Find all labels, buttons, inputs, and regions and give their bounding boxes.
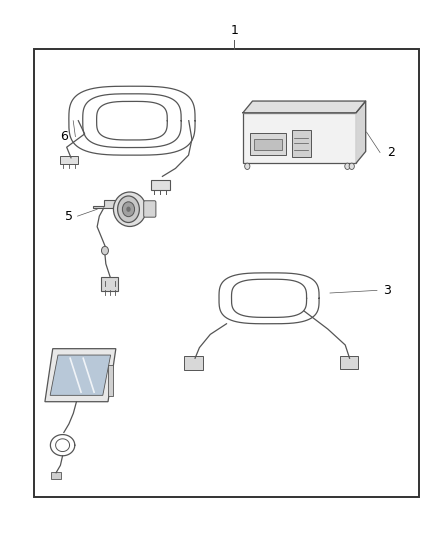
FancyBboxPatch shape bbox=[151, 180, 170, 190]
Polygon shape bbox=[93, 200, 121, 216]
Circle shape bbox=[117, 196, 139, 222]
Ellipse shape bbox=[113, 192, 146, 227]
Text: 2: 2 bbox=[387, 146, 395, 159]
FancyBboxPatch shape bbox=[51, 472, 61, 479]
Circle shape bbox=[126, 207, 131, 212]
Circle shape bbox=[245, 163, 250, 169]
FancyBboxPatch shape bbox=[102, 277, 118, 292]
Circle shape bbox=[349, 163, 354, 169]
FancyBboxPatch shape bbox=[184, 356, 203, 370]
Bar bbox=[243, 113, 356, 163]
FancyBboxPatch shape bbox=[251, 133, 286, 155]
Polygon shape bbox=[45, 349, 116, 402]
FancyBboxPatch shape bbox=[292, 130, 311, 157]
Text: 1: 1 bbox=[230, 24, 238, 37]
Circle shape bbox=[345, 163, 350, 169]
Bar bbox=[108, 365, 113, 397]
Text: 6: 6 bbox=[60, 130, 68, 143]
FancyBboxPatch shape bbox=[340, 356, 358, 369]
Text: 3: 3 bbox=[383, 284, 391, 297]
Bar bbox=[254, 139, 282, 150]
Text: 5: 5 bbox=[65, 209, 73, 223]
FancyBboxPatch shape bbox=[144, 201, 156, 217]
Circle shape bbox=[102, 246, 109, 255]
FancyBboxPatch shape bbox=[60, 156, 78, 164]
Polygon shape bbox=[243, 101, 366, 113]
Polygon shape bbox=[356, 101, 366, 163]
Text: 4: 4 bbox=[65, 369, 73, 382]
Bar bbox=[34, 49, 419, 497]
Polygon shape bbox=[50, 355, 111, 395]
Circle shape bbox=[122, 202, 134, 216]
